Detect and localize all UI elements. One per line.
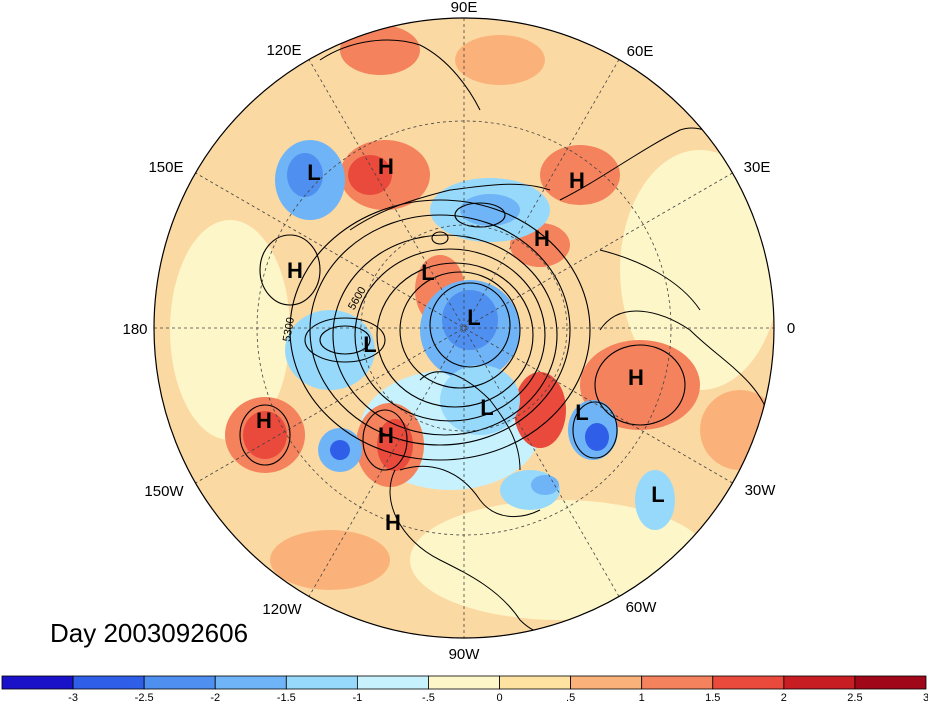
colorbar-swatch [428, 675, 500, 690]
colorbar-swatch [783, 675, 856, 690]
high-center: H [534, 226, 550, 251]
low-center: L [651, 482, 664, 507]
low-center: L [480, 395, 493, 420]
colorbar-tick-label: 0 [496, 692, 502, 702]
longitude-label-60e: 60E [627, 43, 654, 60]
height-contours [239, 199, 686, 471]
colorbar-swatch [143, 675, 216, 690]
colorbar-swatch [1, 675, 74, 690]
day-label: Day 2003092606 [50, 618, 249, 648]
longitude-label-30w: 30W [745, 482, 777, 499]
colorbar-tick-label: -1.5 [277, 692, 296, 702]
longitude-label-0: 0 [787, 320, 795, 337]
colorbar-swatch [641, 675, 714, 690]
longitude-label-90e: 90E [451, 0, 478, 16]
pressure-centers: L H H H L H L L H L L H H H L H [256, 154, 665, 535]
colorbar-swatch [72, 675, 145, 690]
longitude-label-30e: 30E [744, 159, 771, 176]
colorbar-swatch [356, 675, 429, 690]
high-center: H [256, 408, 272, 433]
low-center: L [467, 305, 480, 330]
colorbar-tick-label: -.5 [422, 692, 435, 702]
high-center: H [385, 510, 401, 535]
colorbar-swatch [570, 675, 643, 690]
map-boundary [153, 17, 775, 639]
longitude-label-180: 180 [122, 321, 147, 338]
colorbar-swatch [854, 675, 927, 690]
low-center: L [307, 160, 320, 185]
longitude-label-120w: 120W [262, 601, 302, 618]
colorbar-tick-label: 1.5 [705, 692, 720, 702]
colorbar-tick-label: -2.5 [135, 692, 154, 702]
longitude-label-150e: 150E [148, 159, 183, 176]
colorbar: -3 -2.5 -2 -1.5 -1 -.5 0 .5 1 1.5 2 2.5 3 [1, 675, 928, 702]
longitude-labels: 90E 60E 30E 0 30W 60W 90W 120W 150W 180 … [122, 0, 795, 663]
colorbar-tick-label: -2 [210, 692, 220, 702]
colorbar-tick-label: 3 [923, 692, 928, 702]
high-center: H [569, 168, 585, 193]
colorbar-swatch [214, 675, 287, 690]
low-center: L [363, 332, 376, 357]
colorbar-tick-label: 2.5 [847, 692, 862, 702]
high-center: H [628, 365, 644, 390]
colorbar-tick-label: -1 [352, 692, 362, 702]
low-center: L [575, 400, 588, 425]
high-center: H [378, 423, 394, 448]
colorbar-swatch [285, 675, 358, 690]
colorbar-swatch [712, 675, 785, 690]
colorbar-tick-label: -3 [68, 692, 78, 702]
colorbar-tick-label: 1 [639, 692, 645, 702]
colorbar-swatch [499, 675, 572, 690]
low-center: L [421, 260, 434, 285]
high-center: H [287, 258, 303, 283]
graticule [154, 18, 774, 638]
colorbar-tick-label: .5 [566, 692, 575, 702]
longitude-label-150w: 150W [144, 483, 184, 500]
contour-label-5300: 5300 [281, 316, 297, 342]
high-center: H [378, 154, 394, 179]
longitude-label-90w: 90W [449, 646, 481, 663]
longitude-label-60w: 60W [626, 599, 658, 616]
polar-map: 90E 60E 30E 0 30W 60W 90W 120W 150W 180 … [122, 0, 795, 663]
colorbar-tick-label: 2 [781, 692, 787, 702]
longitude-label-120e: 120E [266, 42, 301, 59]
